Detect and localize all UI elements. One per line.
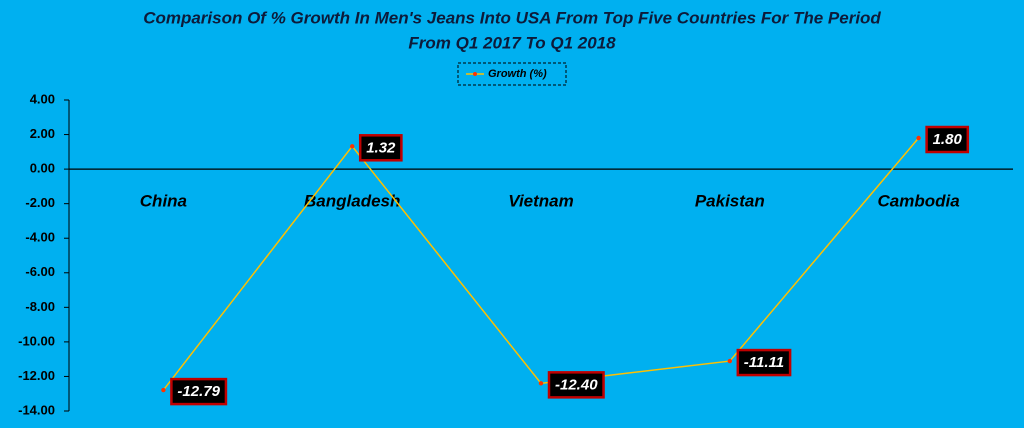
- x-tick-label: Cambodia: [878, 192, 960, 211]
- chart-title: Comparison Of % Growth In Men's Jeans In…: [143, 8, 881, 27]
- y-tick-label: 0.00: [30, 161, 55, 176]
- value-label: -11.11: [744, 354, 784, 371]
- legend: Growth (%): [457, 62, 567, 86]
- x-tick-label: Vietnam: [508, 192, 574, 211]
- value-label-box: [170, 377, 228, 406]
- value-label: 1.32: [366, 139, 396, 156]
- point: [916, 135, 921, 141]
- x-tick-label: Bangladesh: [304, 192, 400, 211]
- x-tick-label: China: [140, 192, 187, 211]
- y-tick-label: -6.00: [25, 264, 55, 279]
- y-tick-label: 2.00: [30, 126, 55, 141]
- y-tick-label: -4.00: [25, 230, 55, 245]
- y-tick-label: -14.00: [18, 402, 55, 417]
- point: [161, 387, 166, 393]
- value-label: -12.79: [177, 383, 220, 400]
- point: [538, 381, 544, 386]
- data-label: 1.80: [925, 125, 970, 154]
- data-label: -12.40: [547, 371, 605, 399]
- data-label: 1.32: [358, 134, 403, 162]
- value-label-box: [925, 125, 970, 154]
- legend-marker: [473, 72, 477, 76]
- value-label-box: [358, 134, 403, 162]
- y-tick-label: -12.00: [18, 368, 55, 383]
- data-label: -12.79: [170, 377, 228, 406]
- y-tick-label: -8.00: [25, 299, 55, 314]
- point: [727, 358, 732, 364]
- point: [350, 144, 355, 149]
- value-label-box: [736, 348, 792, 377]
- legend-label: Growth (%): [488, 68, 547, 80]
- y-tick-label: 4.00: [30, 91, 55, 106]
- x-tick-label: Pakistan: [695, 192, 765, 211]
- value-label-box: [547, 371, 605, 399]
- value-label: 1.80: [933, 131, 963, 148]
- data-label: -11.11: [736, 348, 792, 377]
- y-tick-label: -10.00: [18, 333, 55, 348]
- chart-title: From Q1 2017 To Q1 2018: [408, 33, 616, 52]
- y-tick-label: -2.00: [25, 195, 55, 210]
- value-label: -12.40: [555, 376, 598, 393]
